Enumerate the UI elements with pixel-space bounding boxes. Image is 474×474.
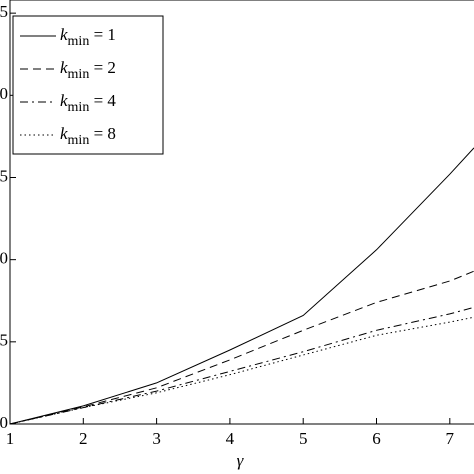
x-axis-label: γ [237,451,245,470]
y-tick-label: 20 [0,84,8,103]
x-tick-label: 1 [6,429,15,448]
y-tick-label: 15 [0,166,8,185]
legend-label: kmin = 2 [60,58,116,82]
plot-frame [9,0,474,425]
legend-label: kmin = 8 [60,124,116,148]
legend-label: kmin = 4 [60,91,116,115]
y-tick-label: 10 [0,249,8,268]
x-tick-label: 5 [299,429,308,448]
legend-box [12,15,164,155]
y-tick-label: 0 [0,413,8,432]
y-tick-label: 25 [0,2,8,21]
y-tick-label: 5 [0,331,8,350]
x-tick-label: 3 [152,429,161,448]
series-line [9,270,474,425]
series-line [9,147,474,425]
series-line [9,306,474,425]
x-tick-label: 4 [226,429,235,448]
x-tick-label: 7 [446,429,455,448]
legend-label: kmin = 1 [60,25,116,49]
x-tick-label: 6 [372,429,381,448]
x-tick-label: 2 [79,429,88,448]
